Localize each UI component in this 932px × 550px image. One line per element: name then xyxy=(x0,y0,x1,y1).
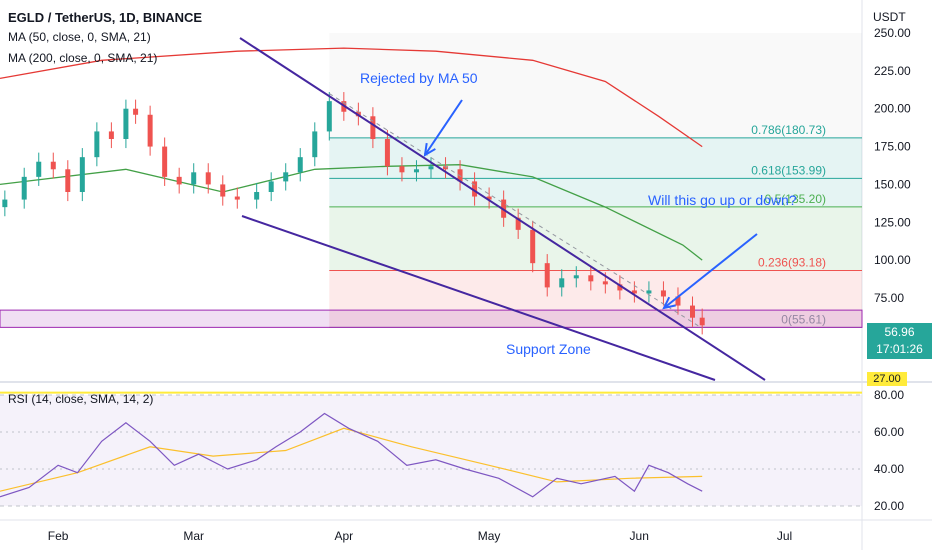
candle xyxy=(646,290,652,294)
wedge-upper-line xyxy=(239,37,766,381)
candle xyxy=(699,317,705,326)
arrow-rejected-head xyxy=(423,142,436,157)
arrow-question xyxy=(663,233,758,309)
candle xyxy=(370,116,376,139)
candle xyxy=(234,196,240,200)
time-tick-label: Feb xyxy=(48,529,69,543)
price-tick-label: 100.00 xyxy=(874,253,911,267)
price-tick-label: 200.00 xyxy=(874,102,911,116)
time-tick-label: May xyxy=(478,529,501,543)
dashed-trendline xyxy=(329,93,703,329)
rsi-band xyxy=(0,395,862,506)
candle xyxy=(21,176,27,200)
arrow-question-head xyxy=(662,296,676,310)
arrow-rejected xyxy=(424,99,463,156)
candle xyxy=(573,275,579,279)
candle xyxy=(79,157,85,192)
candle xyxy=(660,290,666,297)
fib-zone xyxy=(329,206,863,271)
candle xyxy=(384,139,390,167)
ma50-legend[interactable]: MA (50, close, 0, SMA, 21) xyxy=(8,30,151,44)
candle xyxy=(588,275,594,282)
candle xyxy=(544,263,550,288)
candle xyxy=(472,181,478,197)
candle xyxy=(326,101,332,132)
ma200-legend[interactable]: MA (200, close, 0, SMA, 21) xyxy=(8,51,158,65)
ma50-line xyxy=(0,164,703,261)
candle xyxy=(176,176,182,185)
candle xyxy=(399,166,405,173)
candle xyxy=(65,169,71,192)
price-tick-label: 75.00 xyxy=(874,291,904,305)
candle xyxy=(486,196,492,200)
candle xyxy=(50,161,56,170)
rsi-tick-label: 80.00 xyxy=(874,388,904,402)
rsi-legend[interactable]: RSI (14, close, SMA, 14, 2) xyxy=(8,392,154,406)
candle xyxy=(108,131,114,139)
candle xyxy=(133,108,139,115)
rsi-line xyxy=(0,412,703,498)
price-tick-label: 150.00 xyxy=(874,177,911,191)
countdown: 17:01:26 xyxy=(876,342,923,356)
time-tick-label: Mar xyxy=(183,529,204,543)
support-zone xyxy=(0,309,863,328)
annotation-rejected: Rejected by MA 50 xyxy=(360,70,478,86)
price-tick-label: 225.00 xyxy=(874,64,911,78)
price-unit: USDT xyxy=(873,10,906,24)
rsi-tick-label: 40.00 xyxy=(874,462,904,476)
candle xyxy=(675,296,681,306)
price-tick-label: 175.00 xyxy=(874,140,911,154)
price-tick-label: 125.00 xyxy=(874,215,911,229)
time-tick-label: Jun xyxy=(630,529,649,543)
rsi-tick-label: 20.00 xyxy=(874,499,904,513)
fib-label: 0(55.61) xyxy=(781,312,826,326)
chart-title: EGLD / TetherUS, 1D, BINANCE xyxy=(8,10,203,25)
candle xyxy=(602,281,608,285)
fib-label: 0.618(153.99) xyxy=(751,163,826,177)
candle xyxy=(631,290,637,294)
annotation-support: Support Zone xyxy=(506,341,591,357)
candle xyxy=(147,114,153,147)
candle xyxy=(617,284,623,291)
annotation-question: Will this go up or down? xyxy=(648,192,797,208)
candle xyxy=(530,229,536,264)
current-price: 56.96 xyxy=(884,325,915,339)
ma200-line xyxy=(0,47,703,148)
price-tick-label: 250.00 xyxy=(874,26,911,40)
fib-zone xyxy=(329,270,863,328)
candle xyxy=(690,305,696,318)
candle xyxy=(205,172,211,185)
candle xyxy=(36,161,42,177)
candle xyxy=(312,131,318,158)
rsi-ma-line xyxy=(0,427,703,492)
candle xyxy=(191,172,197,185)
time-tick-label: Apr xyxy=(334,529,353,543)
current-price-label: 56.96 17:01:26 xyxy=(867,323,932,359)
candle xyxy=(428,166,434,170)
candle xyxy=(283,172,289,182)
candle xyxy=(254,192,260,200)
fib-label: 0.5(135.20) xyxy=(765,192,826,206)
candle xyxy=(123,108,129,139)
wedge-lower-line xyxy=(241,215,716,381)
candle xyxy=(413,169,419,173)
price-pane xyxy=(0,0,862,380)
horizontal-line-label: 27.00 xyxy=(867,372,907,386)
fib-label: 0.786(180.73) xyxy=(751,123,826,137)
candle xyxy=(297,157,303,173)
candle xyxy=(515,217,521,230)
fib-zone xyxy=(329,178,863,207)
rsi-tick-label: 60.00 xyxy=(874,425,904,439)
candle xyxy=(162,146,168,177)
candle xyxy=(443,166,449,170)
candle xyxy=(2,199,8,208)
candle xyxy=(94,131,100,158)
candle xyxy=(220,184,226,197)
candle xyxy=(268,181,274,192)
fib-label: 0.236(93.18) xyxy=(758,255,826,269)
candle xyxy=(559,278,565,288)
time-tick-label: Jul xyxy=(777,529,792,543)
